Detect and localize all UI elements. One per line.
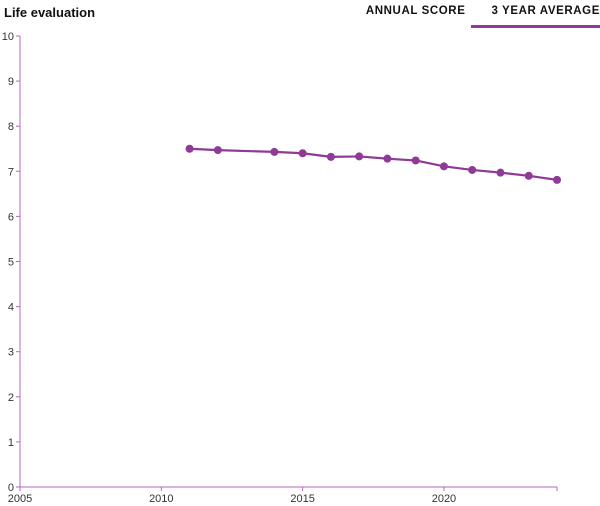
y-tick-label: 0 bbox=[8, 482, 14, 494]
data-point bbox=[326, 152, 335, 161]
y-tick-label: 5 bbox=[8, 257, 14, 269]
y-tick-label: 4 bbox=[8, 302, 14, 314]
y-tick-label: 8 bbox=[8, 121, 14, 133]
y-tick-label: 7 bbox=[8, 166, 14, 178]
y-tick-label: 2 bbox=[8, 392, 14, 404]
data-point bbox=[270, 147, 279, 156]
data-point bbox=[524, 171, 533, 180]
x-tick-label: 2005 bbox=[8, 493, 32, 505]
y-tick-label: 9 bbox=[8, 76, 14, 88]
y-tick-label: 1 bbox=[8, 437, 14, 449]
data-point bbox=[298, 149, 307, 158]
x-tick-label: 2015 bbox=[290, 493, 314, 505]
data-point bbox=[468, 165, 477, 174]
data-point bbox=[439, 162, 448, 171]
tab-3-year-average[interactable]: 3 YEAR AVERAGE bbox=[471, 5, 600, 28]
chart-title: Life evaluation bbox=[4, 5, 96, 20]
y-tick-label: 10 bbox=[2, 31, 14, 43]
data-point bbox=[185, 144, 194, 153]
x-tick-label: 2010 bbox=[149, 493, 173, 505]
y-tick-label: 6 bbox=[8, 211, 14, 223]
data-point bbox=[411, 156, 420, 165]
view-tabs: ANNUAL SCORE 3 YEAR AVERAGE bbox=[360, 5, 600, 28]
tab-annual-score[interactable]: ANNUAL SCORE bbox=[365, 5, 466, 17]
data-point bbox=[383, 154, 392, 163]
y-tick-label: 3 bbox=[8, 347, 14, 359]
data-point bbox=[496, 168, 505, 177]
data-point bbox=[213, 146, 222, 155]
data-point bbox=[355, 152, 364, 161]
x-tick-label: 2020 bbox=[432, 493, 456, 505]
data-point bbox=[553, 175, 561, 184]
